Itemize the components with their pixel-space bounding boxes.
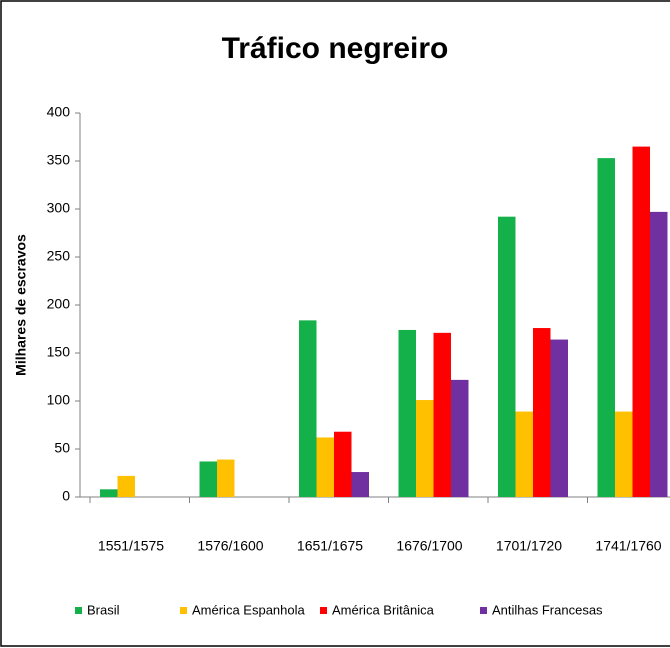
x-tick-label: 1576/1600 [197,538,263,554]
bar [615,411,633,497]
y-axis-label: Milhares de escravos [13,234,29,376]
y-tick-label: 150 [47,344,71,360]
x-tick-label: 1551/1575 [98,538,164,554]
y-tick-label: 0 [62,488,70,504]
bar [650,211,668,497]
bar [515,411,533,497]
legend-swatch [75,607,82,614]
y-tick-label: 200 [47,296,71,312]
legend-label: Brasil [87,602,120,617]
bar [199,461,217,497]
legend-swatch [480,607,487,614]
legend-label: Antilhas Francesas [492,602,603,617]
y-tick-label: 300 [47,200,71,216]
bar [416,400,434,497]
bar [299,320,317,497]
bar [351,472,369,497]
y-tick-label: 50 [54,440,70,456]
bar [533,328,551,497]
bar [451,379,469,497]
y-tick-label: 250 [47,248,71,264]
legend-label: América Espanhola [192,602,305,617]
bar [597,158,615,497]
bar [433,332,451,497]
bar [550,339,568,497]
y-tick-label: 100 [47,392,71,408]
bar [217,459,235,497]
legend-swatch [180,607,187,614]
x-tick-label: 1701/1720 [496,538,562,554]
bar [398,329,416,497]
y-tick-label: 350 [47,152,71,168]
y-tick-label: 400 [47,104,71,120]
bar [117,475,135,497]
x-tick-label: 1676/1700 [396,538,462,554]
bar [100,489,118,497]
x-tick-label: 1651/1675 [297,538,363,554]
bar [334,431,352,497]
legend-label: América Britânica [332,602,435,617]
x-tick-label: 1741/1760 [595,538,661,554]
bar [632,146,650,497]
chart-title: Tráfico negreiro [222,32,449,65]
bar [316,437,334,497]
bar [498,216,516,497]
legend-swatch [320,607,327,614]
